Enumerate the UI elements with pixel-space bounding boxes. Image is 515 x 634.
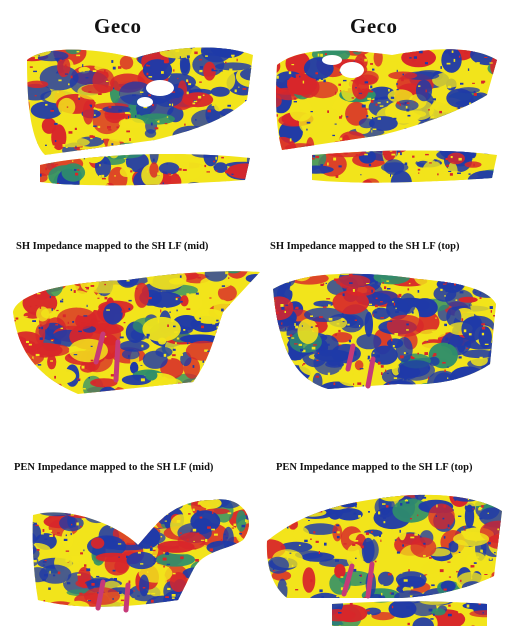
title-geco-left: Geco bbox=[94, 14, 142, 38]
title-geco-right: Geco bbox=[350, 14, 398, 38]
map-sh-top bbox=[268, 264, 498, 399]
caption-sh-mid: SH Impedance mapped to the SH LF (mid) bbox=[16, 241, 209, 252]
map-geco-right-graphic bbox=[276, 49, 497, 183]
map-sh-top-graphic bbox=[273, 273, 496, 390]
map-pen-top-graphic bbox=[266, 494, 503, 626]
map-sh-mid-graphic bbox=[13, 271, 260, 394]
caption-pen-mid: PEN Impedance mapped to the SH LF (mid) bbox=[14, 462, 214, 473]
map-pen-mid bbox=[28, 490, 258, 615]
map-geco-right bbox=[272, 40, 502, 190]
map-pen-top bbox=[262, 486, 507, 628]
map-pen-mid-graphic bbox=[32, 499, 249, 613]
caption-pen-top: PEN Impedance mapped to the SH LF (top) bbox=[276, 462, 473, 473]
map-geco-left-graphic bbox=[27, 47, 253, 186]
map-geco-left bbox=[25, 40, 255, 190]
map-sh-mid bbox=[8, 262, 263, 402]
caption-sh-top: SH Impedance mapped to the SH LF (top) bbox=[270, 241, 460, 252]
